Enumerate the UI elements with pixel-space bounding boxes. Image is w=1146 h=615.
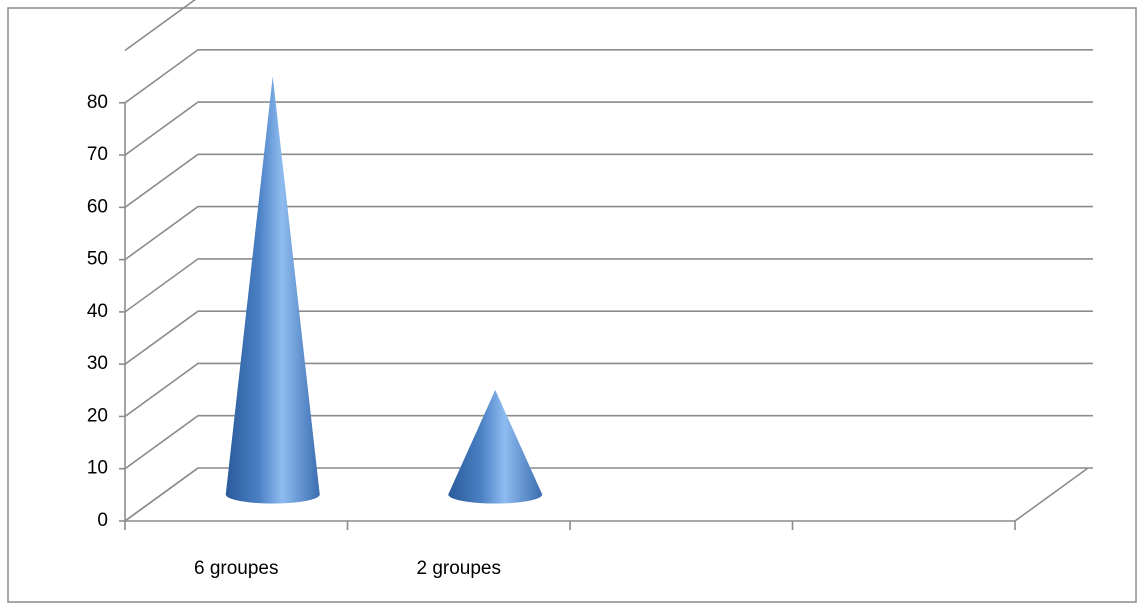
grid-line: [124, 153, 1093, 208]
y-tick-label: 30: [87, 353, 108, 374]
chart-border: [7, 7, 1137, 603]
grid-line: [124, 414, 1093, 470]
y-tick-label: 50: [87, 249, 108, 270]
y-tick-label: 40: [87, 301, 108, 322]
grid-line: [124, 467, 1093, 522]
cone: [448, 389, 543, 504]
grid-line: [124, 48, 1093, 104]
y-tick-label: 70: [87, 144, 108, 165]
x-tick-label: 2 groupes: [416, 558, 501, 579]
x-tick-label: 6 groupes: [194, 558, 279, 579]
cone: [225, 76, 320, 504]
grid-line: [124, 205, 1093, 261]
wall-edge: [124, 0, 196, 52]
y-tick-label: 60: [87, 196, 108, 217]
grid-line: [124, 258, 1093, 313]
y-tick-label: 0: [97, 510, 108, 531]
y-tick-label: 80: [87, 92, 108, 113]
y-tick-label: 10: [87, 458, 108, 479]
y-tick-label: 20: [87, 405, 108, 426]
grid-line: [124, 310, 1093, 365]
grid-line: [124, 101, 1093, 156]
grid-line: [124, 362, 1093, 418]
